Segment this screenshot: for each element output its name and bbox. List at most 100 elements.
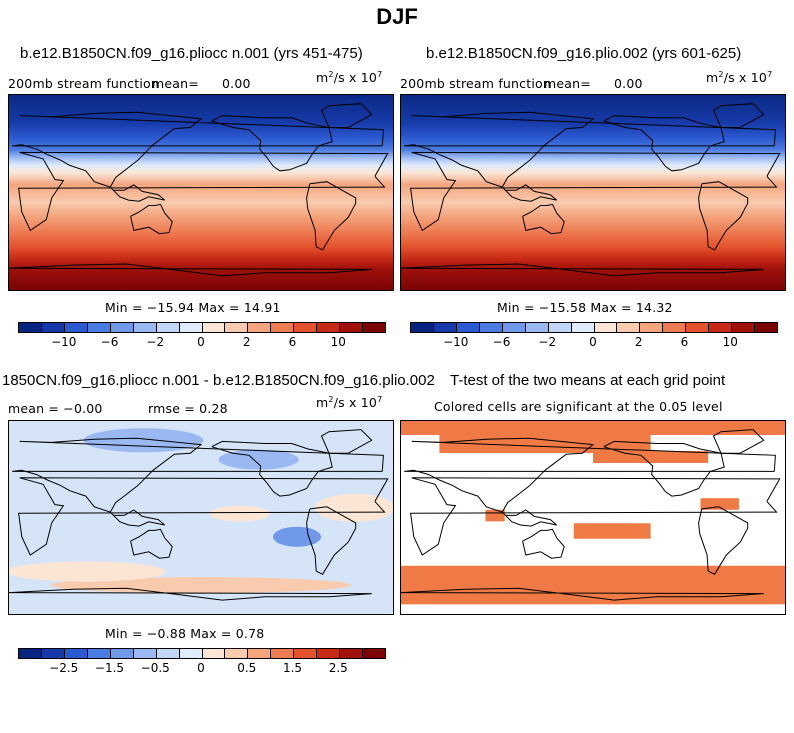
panel3-units: m2/s x 107 [316,395,383,411]
colorbar-swatch [502,323,526,332]
colorbar-swatch [19,649,42,658]
colorbar-swatch [411,323,434,332]
colorbar-tick-label: 2.5 [328,661,348,675]
colorbar-swatch [363,649,385,658]
colorbar-tick-label: −1.5 [94,661,125,675]
panel2-title: b.e12.B1850CN.f09_g16.plio.002 (yrs 601-… [426,45,742,62]
colorbar-tick-label: −2 [538,335,557,349]
panel2-left-label: 200mb stream function [400,76,551,91]
colorbar-swatch [225,649,249,658]
colorbar-swatch [248,323,272,332]
colorbar-tick-label: −6 [492,335,511,349]
colorbar-tick-label: 0 [589,335,597,349]
colorbar-swatch [755,323,777,332]
colorbar-swatch [271,649,295,658]
panel2-stats: Min = −15.58 Max = 14.32 [497,300,673,315]
panel4-map [400,420,786,615]
colorbar-panel1 [18,322,386,333]
panel2-units: m2/s x 107 [706,70,773,86]
colorbar-swatch [433,323,457,332]
colorbar-swatch [41,323,65,332]
panel3-heatmap [9,421,393,614]
colorbar-swatch [225,323,249,332]
colorbar-panel2 [410,322,778,333]
colorbar-swatch [340,649,364,658]
colorbar-tick-label: 6 [288,335,297,349]
colorbar-swatch [179,323,203,332]
colorbar-swatch [340,323,364,332]
colorbar-swatch [271,323,295,332]
panel3-title: 1850CN.f09_g16.pliocc n.001 - b.e12.B185… [2,372,435,389]
colorbar-swatch [363,323,385,332]
colorbar-swatch [19,323,42,332]
colorbar-tick-label: −2 [146,335,165,349]
panel2-heatmap [401,95,785,290]
colorbar-tick-label: 0.5 [237,661,257,675]
colorbar-swatch [202,649,226,658]
colorbar-swatch [110,323,134,332]
colorbar-swatch [317,323,341,332]
colorbar-tick-label: 10 [330,335,346,349]
colorbar-swatch [686,323,710,332]
colorbar-tick-label: 2 [634,335,643,349]
colorbar-tick-label: 2 [242,335,251,349]
panel1-heatmap [9,95,393,290]
colorbar-swatch [617,323,641,332]
colorbar-swatch [133,649,157,658]
panel2-mean-label: mean= [544,76,591,91]
colorbar-swatch [87,323,111,332]
colorbar-tick-label: 0 [197,335,205,349]
colorbar-swatch [479,323,503,332]
colorbar-tick-label: −2.5 [49,661,79,675]
colorbar-swatch [110,649,134,658]
colorbar-tick-label: −6 [100,335,119,349]
colorbar-swatch [64,323,88,332]
colorbar-panel3 [18,648,386,659]
colorbar-swatch [709,323,733,332]
colorbar-swatch [133,323,157,332]
colorbar-swatch [525,323,549,332]
panel1-stats: Min = −15.94 Max = 14.91 [105,300,281,315]
colorbar-tick-label: −10 [443,335,469,349]
panel3-map [8,420,394,615]
colorbar-tick-label: 10 [722,335,738,349]
colorbar-swatch [248,649,272,658]
colorbar-swatch [41,649,65,658]
colorbar-swatch [87,649,111,658]
colorbar-swatch [317,649,341,658]
panel4-subtitle: Colored cells are significant at the 0.0… [434,399,723,414]
panel4-title: T-test of the two means at each grid poi… [450,372,726,389]
colorbar-swatch [294,323,318,332]
panel3-mean: mean = −0.00 [8,401,103,416]
colorbar-tick-label: 1.5 [282,661,303,675]
colorbar-tick-label: 0 [197,661,205,675]
colorbar-swatch [663,323,687,332]
colorbar-swatch [571,323,595,332]
panel3-stats: Min = −0.88 Max = 0.78 [105,626,265,641]
panel1-mean-value: 0.00 [222,76,251,91]
colorbar-swatch [179,649,203,658]
colorbar-swatch [548,323,572,332]
colorbar-swatch [156,649,180,658]
colorbar-tick-label: −0.5 [140,661,170,675]
figure-title: DJF [376,4,418,29]
colorbar-swatch [294,649,318,658]
panel1-left-label: 200mb stream function [8,76,159,91]
panel1-mean-label: mean= [152,76,199,91]
panel4-heatmap [401,421,785,614]
colorbar-swatch [732,323,756,332]
panel1-units: m2/s x 107 [316,70,383,86]
panel1-title: b.e12.B1850CN.f09_g16.pliocc n.001 (yrs … [20,45,363,62]
colorbar-tick-label: −10 [51,335,77,349]
panel1-map [8,94,394,291]
panel2-mean-value: 0.00 [614,76,643,91]
colorbar-swatch [640,323,664,332]
colorbar-swatch [456,323,480,332]
colorbar-tick-label: 6 [680,335,689,349]
panel2-map [400,94,786,291]
colorbar-swatch [202,323,226,332]
colorbar-swatch [64,649,88,658]
colorbar-swatch [594,323,618,332]
panel3-rmse: rmse = 0.28 [148,401,228,416]
colorbar-swatch [156,323,180,332]
